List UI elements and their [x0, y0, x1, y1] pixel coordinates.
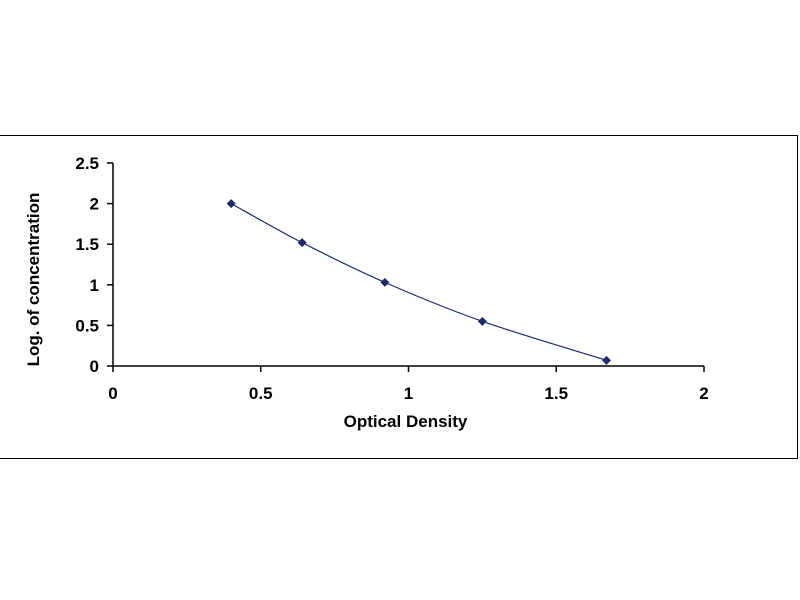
x-tick-label: 1	[404, 384, 413, 403]
x-tick-label: 1.5	[544, 384, 568, 403]
y-tick-label: 0.5	[75, 316, 99, 335]
y-tick-label: 2	[90, 195, 99, 214]
axes	[112, 163, 704, 367]
data-point	[380, 277, 390, 287]
trend-line	[230, 203, 607, 361]
data-point	[297, 238, 307, 248]
x-tick-label: 2	[699, 384, 708, 403]
data-point	[477, 316, 487, 326]
y-tick-label: 0	[90, 357, 99, 376]
data-point	[226, 199, 236, 209]
y-axis-ticks: 0 0.5 1 1.5 2 2.5	[75, 154, 113, 376]
y-tick-label: 2.5	[75, 154, 99, 173]
y-axis-title: Log. of concentration	[24, 193, 43, 367]
data-point	[601, 355, 611, 365]
x-tick-label: 0.5	[249, 384, 273, 403]
x-tick-label: 0	[108, 384, 117, 403]
chart-frame: 0 0.5 1 1.5 2 2.5 0 0.5 1 1.5 2 Optical Density L…	[0, 135, 798, 459]
y-tick-label: 1	[90, 276, 99, 295]
chart: 0 0.5 1 1.5 2 2.5 0 0.5 1 1.5 2 Optical Density L…	[24, 154, 709, 431]
x-axis-ticks: 0 0.5 1 1.5 2	[108, 366, 709, 403]
data-points	[226, 199, 611, 365]
x-axis-title: Optical Density	[344, 412, 468, 431]
y-tick-label: 1.5	[75, 235, 99, 254]
